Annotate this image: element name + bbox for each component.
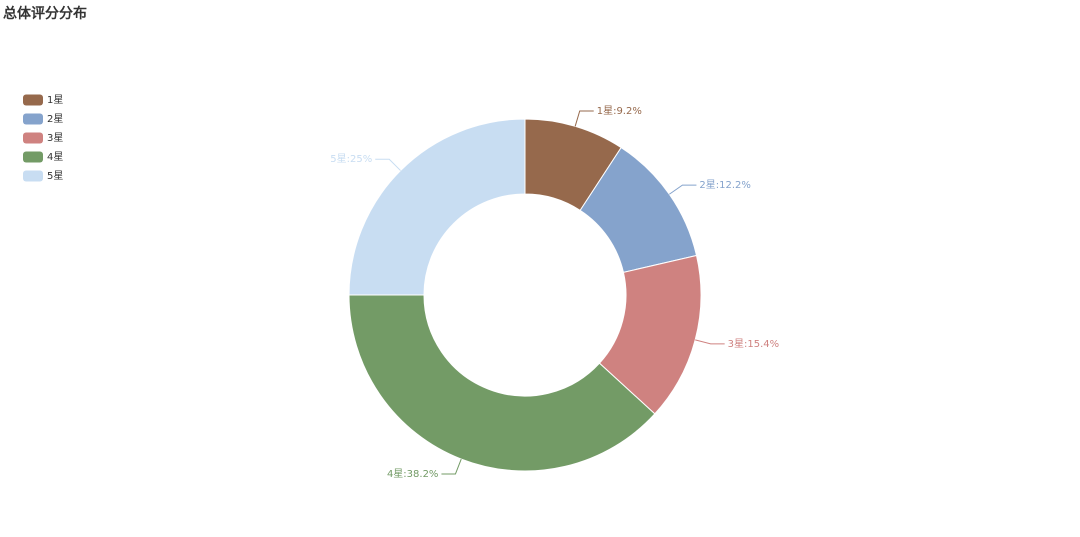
pie-slice	[348, 294, 656, 472]
legend-label: 4星	[47, 151, 63, 163]
slice-label: 5星:25%	[330, 153, 372, 165]
legend-swatch	[23, 170, 43, 182]
legend-label: 2星	[47, 113, 63, 125]
label-line	[441, 458, 462, 475]
legend-swatch	[23, 132, 43, 144]
pie-slice	[348, 118, 526, 296]
legend-swatch	[23, 94, 43, 106]
legend-swatch	[23, 151, 43, 163]
legend-label: 5星	[47, 170, 63, 182]
chart-title: 总体评分分布	[3, 5, 87, 22]
label-line	[574, 110, 594, 127]
label-line	[669, 184, 697, 195]
slice-label: 3星:15.4%	[728, 338, 780, 350]
label-line	[375, 158, 401, 171]
legend-label: 1星	[47, 94, 63, 106]
slice-label: 4星:38.2%	[387, 468, 439, 480]
slice-label: 2星:12.2%	[699, 179, 751, 191]
legend-swatch	[23, 113, 43, 125]
slice-label: 1星:9.2%	[597, 105, 642, 117]
legend-label: 3星	[47, 132, 63, 144]
label-line	[695, 339, 725, 345]
